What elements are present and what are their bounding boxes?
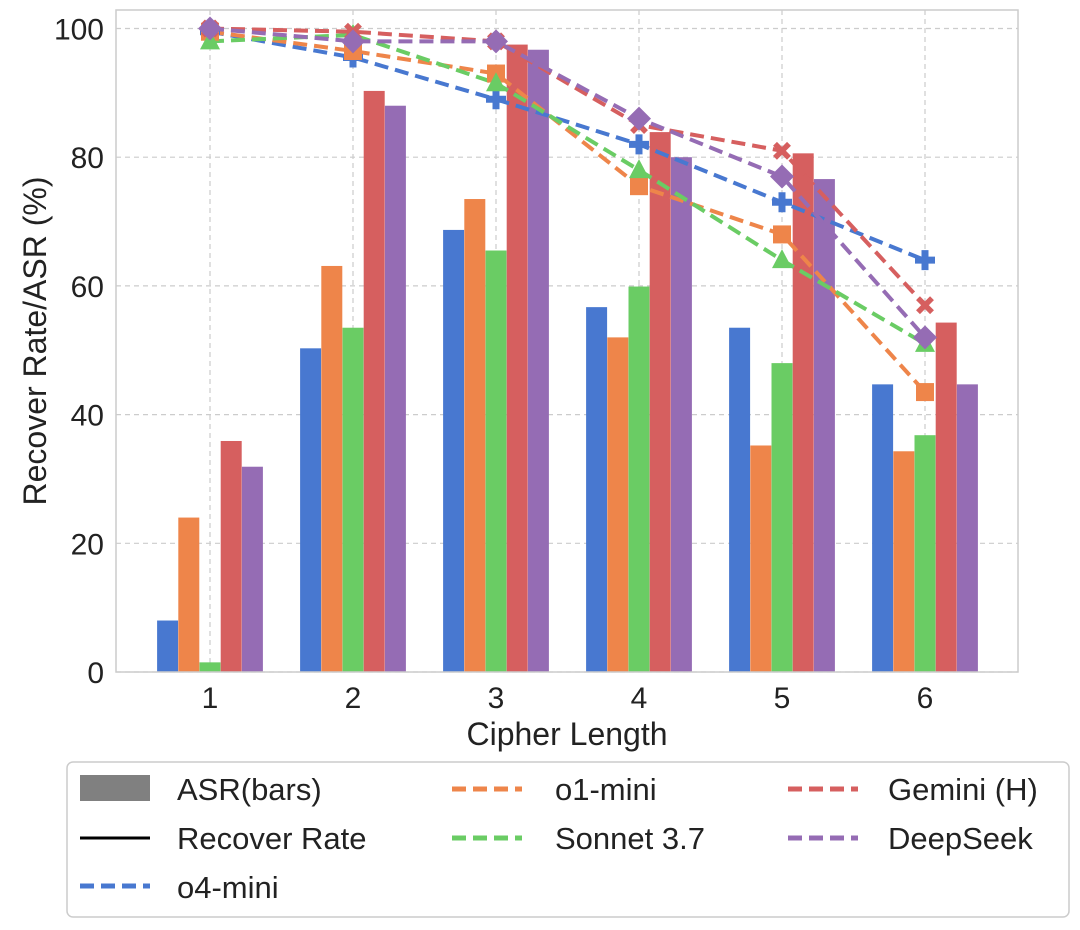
plot-frame: [115, 9, 1019, 673]
y-tick-label: 100: [54, 14, 104, 47]
legend: ASR(bars) Recover Rate o4-mini o1-mini S…: [66, 761, 1070, 918]
asr-bar-sonnet-3-7: [342, 327, 364, 672]
asr-bar-o1-mini: [893, 451, 915, 672]
asr-bar-sonnet-3-7: [771, 363, 793, 672]
legend-frame: [66, 761, 1070, 918]
asr-bar-o4-mini: [729, 327, 751, 672]
asr-bar-deepseek: [527, 49, 549, 673]
recover-line-gemini-h: [209, 26, 927, 307]
x-tick-label: 1: [202, 682, 219, 715]
asr-bar-o4-mini: [586, 307, 608, 672]
recover-line-o4-mini: [209, 29, 926, 263]
asr-bar-sonnet-3-7: [914, 435, 936, 672]
legend-asr-bars-swatch: [80, 775, 150, 801]
asr-bar-sonnet-3-7: [485, 250, 507, 672]
x-axis-label: Cipher Length: [466, 716, 667, 752]
recover-marker-o4-mini: [772, 192, 792, 213]
recover-marker-deepseek: [484, 29, 508, 54]
recover-line-sonnet-3-7: [209, 32, 927, 346]
recover-marker-gemini-h: [773, 141, 791, 160]
legend-o1-mini-label: o1-mini: [555, 772, 657, 807]
y-tick-label: 20: [71, 528, 104, 561]
asr-bar-sonnet-3-7: [199, 662, 221, 672]
recover-marker-deepseek: [198, 16, 222, 41]
recover-marker-deepseek: [627, 106, 651, 131]
x-tick-label: 2: [345, 682, 362, 715]
asr-bars: [157, 44, 978, 673]
recover-line-o1-mini: [209, 29, 927, 394]
asr-bar-deepseek: [956, 384, 978, 672]
asr-bar-o1-mini: [178, 517, 200, 672]
x-tick-label: 4: [631, 682, 648, 715]
legend-recover-rate-label: Recover Rate: [177, 821, 367, 856]
asr-bar-o4-mini: [300, 348, 322, 672]
recover-marker-sonnet-3-7: [486, 72, 506, 92]
recover-marker-o1-mini: [630, 177, 648, 196]
x-ticks: 1 2 3 4 5 6: [202, 682, 934, 715]
asr-bar-o4-mini: [157, 620, 179, 672]
asr-bar-gemini-h: [506, 44, 528, 672]
recover-marker-deepseek: [913, 325, 937, 350]
asr-bar-gemini-h: [363, 90, 385, 673]
legend-o4-mini-label: o4-mini: [177, 870, 279, 905]
asr-bar-o1-mini: [607, 337, 629, 672]
recover-marker-deepseek: [341, 29, 365, 54]
asr-bar-gemini-h: [792, 153, 814, 673]
x-tick-label: 3: [488, 682, 505, 715]
recover-rate-markers: [198, 16, 937, 402]
legend-asr-bars-label: ASR(bars): [177, 772, 322, 807]
recover-marker-o4-mini: [486, 89, 506, 110]
asr-bar-o1-mini: [750, 445, 772, 672]
y-tick-label: 40: [71, 400, 104, 433]
recover-marker-sonnet-3-7: [772, 249, 792, 269]
recover-marker-o4-mini: [629, 134, 649, 155]
recover-marker-sonnet-3-7: [629, 159, 649, 179]
asr-bar-deepseek: [670, 157, 692, 672]
asr-bar-deepseek: [813, 179, 835, 673]
recover-marker-gemini-h: [916, 296, 934, 315]
y-ticks: 0 20 40 60 80 100: [54, 14, 104, 691]
asr-bar-o4-mini: [872, 384, 894, 672]
recover-marker-o4-mini: [915, 250, 935, 271]
asr-bar-sonnet-3-7: [628, 286, 650, 672]
asr-bar-deepseek: [241, 466, 263, 672]
y-tick-label: 80: [71, 142, 104, 175]
y-tick-label: 60: [71, 271, 104, 304]
asr-bar-o1-mini: [464, 199, 486, 672]
recover-line-deepseek: [209, 26, 927, 339]
asr-bar-o4-mini: [443, 229, 465, 672]
recover-marker-deepseek: [770, 164, 794, 189]
x-tick-label: 6: [917, 682, 934, 715]
legend-gemini-h-label: Gemini (H): [888, 772, 1038, 807]
asr-bar-gemini-h: [220, 440, 242, 672]
recover-marker-o1-mini: [916, 383, 934, 402]
recover-marker-o1-mini: [773, 225, 791, 244]
asr-bar-deepseek: [384, 105, 406, 673]
x-tick-label: 5: [774, 682, 791, 715]
asr-bar-gemini-h: [935, 322, 957, 672]
asr-bar-gemini-h: [649, 132, 671, 672]
legend-sonnet-3-7-label: Sonnet 3.7: [555, 821, 705, 856]
y-tick-label: 0: [87, 657, 104, 690]
y-axis-label: Recover Rate/ASR (%): [17, 177, 53, 506]
recover-rate-lines: [209, 26, 927, 394]
asr-bar-o1-mini: [321, 265, 343, 672]
legend-deepseek-label: DeepSeek: [888, 821, 1033, 856]
